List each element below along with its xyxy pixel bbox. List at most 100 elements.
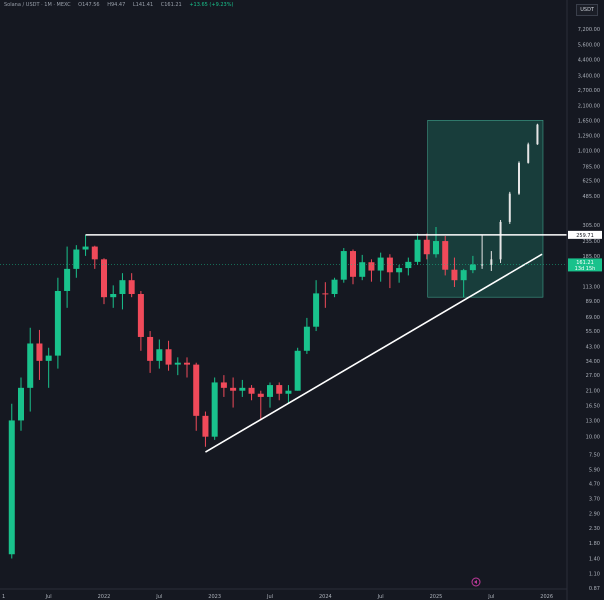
candles-layer [8, 123, 539, 559]
resistance-price-text: 259.71 [576, 233, 594, 239]
price-axis[interactable]: 7,200.00 5,600.00 4,400.00 3,400.00 2,700.00… [578, 27, 600, 592]
candle-body [64, 268, 71, 291]
price-tick-label: 4.70 [589, 481, 600, 487]
price-tick-label: 2.30 [589, 526, 600, 532]
candle-body [331, 279, 338, 295]
price-tick-label: 2.90 [589, 511, 600, 517]
current-price-tag [568, 258, 602, 272]
candle-body [239, 387, 246, 391]
price-tick-label: 10.00 [586, 435, 600, 441]
price-tick-label: 89.00 [586, 299, 600, 305]
chart-header: Solana / USDT · 1M · MEXC O147.56 H94.47… [4, 2, 239, 8]
price-tick-label: 5.90 [589, 467, 600, 473]
candle-body [230, 387, 237, 391]
currency-unit-button[interactable]: USDT [576, 4, 598, 16]
price-tick-label: 485.00 [583, 194, 601, 200]
candle-body [91, 246, 98, 260]
drawings-layer [0, 234, 567, 453]
price-tick-label: 43.00 [586, 344, 600, 350]
candle-body [184, 362, 190, 365]
time-tick-label: Jul [377, 594, 384, 600]
time-tick-label: 2024 [319, 594, 332, 600]
time-tick-label: Jul [487, 594, 494, 600]
price-tick-label: 13.00 [586, 418, 600, 424]
candle-body [45, 355, 52, 361]
candle-body [451, 269, 458, 281]
candle-body [101, 259, 107, 298]
candle-body [202, 415, 209, 437]
support-trendline [205, 253, 543, 453]
candle-body [294, 350, 301, 391]
price-tick-label: 185.00 [583, 254, 601, 260]
time-tick-label: 2022 [98, 594, 111, 600]
high-value: H94.47 [107, 2, 126, 8]
candle-body [469, 264, 476, 271]
candle-body [423, 239, 430, 255]
candle-body [303, 326, 310, 351]
price-tick-label: 5,600.00 [578, 43, 600, 49]
price-tick-label: 625.00 [583, 178, 601, 184]
candle-body [110, 294, 117, 298]
projected-candle-body [518, 162, 520, 194]
price-tick-label: 3.70 [589, 496, 600, 502]
price-tick-label: 34.00 [586, 359, 600, 365]
candle-body [359, 262, 366, 277]
time-tick-label: Jul [155, 594, 162, 600]
projected-candle-body [536, 124, 539, 145]
candle-body [405, 261, 412, 269]
price-tick-label: 1.40 [589, 557, 600, 563]
change-value: +13.65 (+9.23%) [189, 2, 234, 8]
candle-body [193, 364, 200, 416]
candle-body [36, 343, 43, 361]
candle-body [285, 390, 292, 394]
symbol-title[interactable]: Solana / USDT · 1M · MEXC [4, 2, 71, 8]
time-tick-label: 2025 [430, 594, 443, 600]
countdown-text: 13d 15h [575, 266, 596, 272]
low-value: L141.41 [132, 2, 154, 8]
candle-body [267, 385, 273, 397]
time-tick-label: 2026 [540, 594, 553, 600]
price-tick-label: 3,400.00 [578, 73, 600, 79]
candle-body [313, 293, 320, 327]
time-tick-label: 2023 [208, 594, 221, 600]
price-tick-label: 2,100.00 [578, 103, 600, 109]
resistance-price-tag [568, 230, 602, 239]
candle-body [368, 262, 375, 271]
open-value: O147.56 [78, 2, 100, 8]
candle-body [73, 249, 80, 269]
projected-candle-body [527, 144, 530, 163]
candle-body [276, 385, 283, 394]
candle-body [8, 420, 15, 555]
price-tick-label: 7,200.00 [578, 27, 600, 33]
replay-icon[interactable] [471, 577, 481, 587]
candle-body [211, 382, 218, 437]
candle-body [257, 393, 264, 397]
price-tick-label: 27.00 [586, 373, 600, 379]
candle-body [460, 270, 467, 281]
candle-body [165, 349, 172, 365]
candle-body [340, 251, 347, 280]
candle-body [128, 280, 135, 295]
price-tick-label: 785.00 [583, 164, 601, 170]
price-tick-label: 21.00 [586, 389, 600, 395]
price-tick-label: 55.00 [586, 329, 600, 335]
price-tick-label: 305.00 [583, 223, 601, 229]
price-tick-label: 16.50 [586, 404, 600, 410]
candle-body [350, 251, 356, 277]
candle-body [119, 280, 126, 295]
price-tick-label: 113.00 [583, 284, 601, 290]
candle-body [322, 293, 329, 295]
candle-body [137, 294, 144, 337]
price-tick-label: 1,010.00 [578, 149, 600, 155]
candle-body [377, 257, 384, 271]
close-value: C161.21 [160, 2, 182, 8]
candle-body [18, 387, 24, 421]
price-tick-label: 2,700.00 [578, 88, 600, 94]
time-axis[interactable]: 1 Jul 2022 Jul 2023 Jul 2024 Jul 2025 Jul 2026 [2, 594, 553, 600]
time-tick-label: 1 [2, 594, 5, 600]
candle-body [220, 382, 227, 388]
candle-body [442, 241, 449, 270]
